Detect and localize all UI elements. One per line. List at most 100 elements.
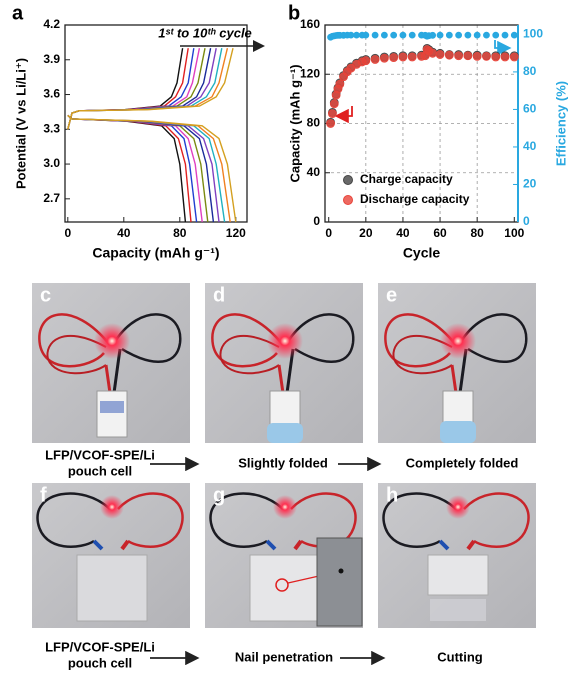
x-tick-label: 120 — [226, 226, 246, 240]
caption: Completely folded — [406, 455, 519, 470]
y-tick-label: 4.2 — [43, 17, 60, 31]
point — [510, 31, 518, 39]
point — [436, 31, 444, 39]
caption: Slightly folded — [238, 455, 328, 470]
curve — [67, 48, 234, 130]
panel-label: f — [40, 484, 47, 506]
panel-label: b — [288, 2, 300, 24]
photo — [203, 481, 365, 630]
y-tick-label: 3.3 — [43, 121, 60, 135]
photo — [203, 281, 365, 445]
y-tick-label: 0 — [313, 214, 320, 228]
x-axis-label: Capacity (mAh g⁻¹) — [92, 245, 219, 261]
axis-arrow — [494, 40, 512, 56]
point — [407, 52, 417, 62]
point — [491, 52, 501, 62]
point — [390, 31, 398, 39]
point — [335, 79, 345, 89]
caption: Nail penetration — [235, 649, 333, 664]
y2-tick-label: 0 — [523, 214, 530, 228]
point — [398, 52, 408, 62]
caption: Cutting — [437, 649, 483, 664]
x-tick-label: 60 — [433, 226, 447, 240]
point — [454, 51, 464, 61]
legend-label: Discharge capacity — [360, 192, 470, 206]
panel-label: g — [213, 484, 225, 506]
y2-tick-label: 60 — [523, 102, 537, 116]
panel-label: d — [213, 284, 225, 306]
curve — [67, 114, 215, 223]
point — [399, 31, 407, 39]
point — [473, 31, 481, 39]
point — [444, 50, 454, 60]
legend-marker — [343, 195, 353, 205]
point — [509, 52, 519, 62]
point — [329, 99, 339, 109]
point — [408, 31, 416, 39]
panel-label: h — [386, 484, 398, 506]
curve — [67, 114, 209, 223]
point — [347, 31, 355, 39]
caption: LFP/VCOF-SPE/Li — [45, 447, 155, 462]
point — [362, 31, 370, 39]
curve — [67, 48, 184, 130]
y2-tick-label: 40 — [523, 139, 537, 153]
photo — [376, 481, 538, 630]
x-axis-label: Cycle — [403, 245, 441, 261]
plot-frame — [64, 24, 248, 223]
point — [483, 31, 490, 39]
legend-label: Charge capacity — [360, 172, 453, 186]
y2-tick-label: 100 — [523, 27, 543, 41]
annotation: 1ˢᵗ to 10ᵗʰ cycle — [158, 25, 252, 40]
point — [500, 52, 510, 62]
point — [435, 50, 445, 59]
caption: LFP/VCOF-SPE/Li — [45, 639, 155, 654]
curve — [67, 48, 189, 130]
point — [429, 31, 437, 39]
point — [501, 31, 509, 39]
point — [389, 53, 399, 63]
curve — [67, 114, 198, 223]
point — [472, 51, 482, 61]
caption: pouch cell — [68, 463, 132, 478]
panel-label: c — [40, 284, 51, 306]
axis-arrow — [334, 106, 353, 124]
point — [455, 31, 463, 39]
point — [380, 31, 388, 39]
x-tick-label: 100 — [504, 226, 524, 240]
curve — [67, 48, 206, 130]
y-tick-label: 80 — [307, 116, 321, 130]
point — [428, 48, 438, 58]
y2-axis-label: Efficiency (%) — [553, 81, 568, 166]
curve — [67, 48, 229, 130]
legend-marker — [343, 175, 353, 185]
y-axis-label: Capacity (mAh g⁻¹) — [287, 64, 302, 182]
y-tick-label: 160 — [300, 17, 320, 31]
point — [361, 56, 371, 66]
curve — [67, 114, 192, 223]
photo — [30, 481, 192, 630]
point — [464, 31, 472, 39]
curve — [67, 48, 217, 130]
y2-tick-label: 80 — [523, 64, 537, 78]
panel-label: e — [386, 284, 397, 306]
point — [326, 119, 335, 128]
curve — [67, 114, 237, 223]
x-tick-label: 40 — [117, 226, 131, 240]
x-tick-label: 40 — [396, 226, 410, 240]
point — [482, 51, 491, 61]
y-tick-label: 3.6 — [43, 87, 60, 101]
curve — [67, 48, 212, 130]
point — [370, 55, 380, 64]
curve — [67, 114, 187, 223]
panel-label: a — [12, 2, 24, 24]
y-tick-label: 120 — [300, 66, 320, 80]
y-axis-label: Potential (V vs Li/Li⁺) — [13, 58, 28, 189]
x-tick-label: 80 — [173, 226, 187, 240]
x-tick-label: 20 — [359, 226, 373, 240]
point — [353, 31, 360, 39]
y-tick-label: 2.7 — [43, 191, 60, 205]
photo — [30, 281, 192, 445]
photo — [376, 281, 538, 445]
